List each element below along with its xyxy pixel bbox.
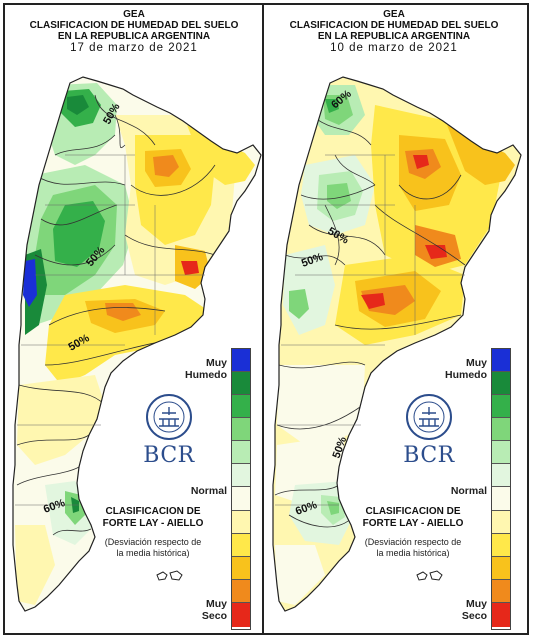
legend-swatch [232,511,250,534]
legend-swatch [232,557,250,580]
legend-label-muy-seco: Muy Seco [461,598,487,622]
legend-swatch [492,395,510,418]
classification-heading: CLASIFICACION DE FORTE LAY - AIELLO [362,506,464,529]
panel-divider [262,3,264,635]
classification-note: (Desviación respecto de la media históri… [364,537,462,558]
title-line-republica: EN LA REPUBLICA ARGENTINA [57,31,211,42]
legend-swatch [232,441,250,464]
legend-swatch [492,511,510,534]
legend-swatch [492,464,510,487]
bcr-seal-icon [146,394,192,440]
title-line-clasificacion: CLASIFICACION DE HUMEDAD DEL SUELO [29,20,239,31]
legend-label-muy-humedo: Muy Humedo [445,357,487,381]
argentina-soil-moisture-map: 60% 50% 50% 50% 60% [272,76,522,612]
malvinas-islands-icon [416,570,443,581]
map-date: 10 de marzo de 2021 [330,42,458,54]
legend-label-muy-humedo: Muy Humedo [185,357,227,381]
legend-swatch [232,395,250,418]
title-line-gea: GEA [123,9,145,20]
legend-swatch [492,534,510,557]
legend-swatch [232,418,250,441]
map-title: GEA CLASIFICACION DE HUMEDAD DEL SUELO E… [5,9,263,54]
map-date: 17 de marzo de 2021 [70,42,198,54]
legend-swatch [232,349,250,372]
legend-swatch [232,603,250,627]
legend-label-muy-seco: Muy Seco [201,598,227,622]
legend-swatch [492,349,510,372]
legend-swatch [492,557,510,580]
legend-swatch [492,487,510,511]
legend-label-normal: Normal [450,485,487,497]
legend-swatch [492,441,510,464]
legend-swatch [232,487,250,511]
bcr-logo: BCR [393,393,465,483]
legend-swatch [492,418,510,441]
legend-swatch [232,534,250,557]
classification-heading: CLASIFICACION DE FORTE LAY - AIELLO [102,506,204,529]
legend-swatch [492,603,510,627]
legend-swatch [232,580,250,603]
legend-swatch [232,464,250,487]
bcr-logo: BCR [133,393,205,483]
bcr-seal-icon [406,394,452,440]
title-line-clasificacion: CLASIFICACION DE HUMEDAD DEL SUELO [289,20,499,31]
legend-swatch [232,372,250,395]
title-line-republica: EN LA REPUBLICA ARGENTINA [317,31,471,42]
map-title: GEA CLASIFICACION DE HUMEDAD DEL SUELO E… [265,9,523,54]
title-line-gea: GEA [383,9,405,20]
legend-color-scale [491,348,511,630]
legend-label-normal: Normal [190,485,227,497]
legend-color-scale [231,348,251,630]
legend-swatch [492,372,510,395]
bcr-logo-text: BCR [143,443,195,468]
map-panel-march-10: 60% 50% 50% 50% 60% GEA CLASIFICACION DE… [265,5,523,633]
malvinas-islands-icon [156,570,183,581]
classification-note: (Desviación respecto de la media históri… [104,537,202,558]
figure-frame [3,3,529,635]
legend-swatch [492,580,510,603]
argentina-soil-moisture-map: 50% 50% 50% 60% [12,76,262,612]
bcr-logo-text: BCR [403,443,455,468]
map-panel-march-17: 50% 50% 50% 60% GEA CLASIFICACION DE HUM… [5,5,263,633]
